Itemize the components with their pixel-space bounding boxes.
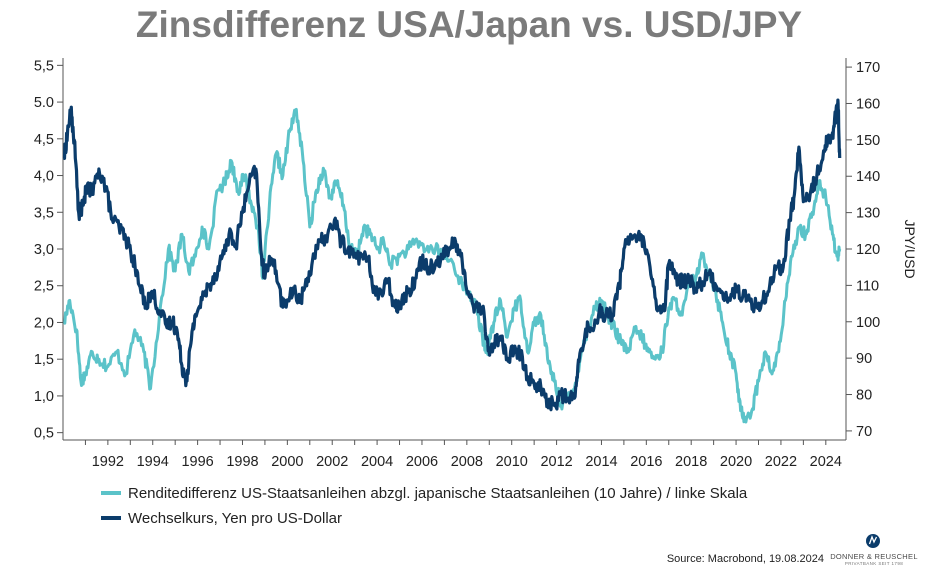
x-tick-label: 2006 (406, 454, 438, 470)
y-left-tick-label: 4,0 (34, 169, 54, 185)
chart-title: Zinsdifferenz USA/Japan vs. USD/JPY (136, 4, 803, 45)
y-right-tick-label: 90 (856, 351, 872, 367)
y-right-tick-label: 110 (856, 278, 879, 294)
x-tick-label: 2022 (765, 454, 797, 470)
x-tick-label: 2008 (451, 454, 483, 470)
y-right-tick-label: 70 (856, 424, 872, 440)
y-right-axis-label: JPY/USD (902, 219, 918, 278)
x-tick-label: 2010 (496, 454, 528, 470)
x-tick-label: 2018 (675, 454, 707, 470)
legend: Renditedifferenz US-Staatsanleihen abzgl… (101, 485, 748, 527)
x-tick-label: 2016 (630, 454, 662, 470)
series-group (62, 98, 842, 424)
y-left-tick-label: 5,5 (34, 58, 54, 74)
x-tick-label: 1994 (137, 454, 169, 470)
y-left-tick-label: 3,0 (34, 242, 54, 258)
y-right-ticks: 70 80 90 100 110 120 130 140 150 160 170 (846, 60, 880, 440)
bank-logo: DONNER & REUSCHEL PRIVATBANK SEIT 1798 (830, 534, 918, 566)
legend-label-spread: Renditedifferenz US-Staatsanleihen abzgl… (128, 485, 748, 502)
logo-mark-icon (868, 535, 878, 545)
legend-label-fx: Wechselkurs, Yen pro US-Dollar (128, 510, 342, 527)
x-ticks: 1992 1994 1996 1998 2000 2002 2004 2006 2008 2010… (84, 440, 842, 470)
y-left-tick-label: 1,5 (34, 352, 54, 368)
y-left-tick-label: 0,5 (34, 426, 54, 442)
x-tick-label: 1998 (226, 454, 258, 470)
y-right-tick-label: 130 (856, 206, 880, 222)
series-spread-line (63, 107, 842, 424)
y-left-tick-label: 3,5 (34, 205, 54, 221)
y-left-ticks: 0,5 1,0 1,5 2,0 2,5 3,0 3,5 4,0 4,5 5.0 5,5 (34, 58, 63, 442)
x-tick-label: 2004 (361, 454, 393, 470)
y-left-tick-label: 5.0 (34, 95, 54, 111)
y-right-tick-label: 140 (856, 169, 880, 185)
y-left-tick-label: 2,5 (34, 279, 54, 295)
y-left-tick-label: 2,0 (34, 315, 54, 331)
y-right-tick-label: 160 (856, 96, 880, 112)
x-tick-label: 2002 (316, 454, 348, 470)
y-right-tick-label: 170 (856, 60, 880, 76)
logo-tagline: PRIVATBANK SEIT 1798 (845, 561, 903, 566)
y-right-tick-label: 80 (856, 388, 872, 404)
x-tick-label: 2012 (540, 454, 572, 470)
y-right-tick-label: 120 (856, 242, 880, 258)
series-fx-line (62, 98, 842, 412)
x-tick-label: 1992 (92, 454, 124, 470)
y-left-tick-label: 1,0 (34, 389, 54, 405)
x-tick-label: 1996 (181, 454, 213, 470)
y-left-tick-label: 4,5 (34, 132, 54, 148)
x-tick-label: 2000 (271, 454, 303, 470)
y-right-tick-label: 100 (856, 315, 880, 331)
x-tick-label: 2014 (585, 454, 617, 470)
y-right-tick-label: 150 (856, 133, 880, 149)
logo-name: DONNER & REUSCHEL (830, 552, 918, 561)
source-note: Source: Macrobond, 19.08.2024 (667, 553, 824, 565)
x-tick-label: 2024 (810, 454, 842, 470)
x-tick-label: 2020 (720, 454, 752, 470)
